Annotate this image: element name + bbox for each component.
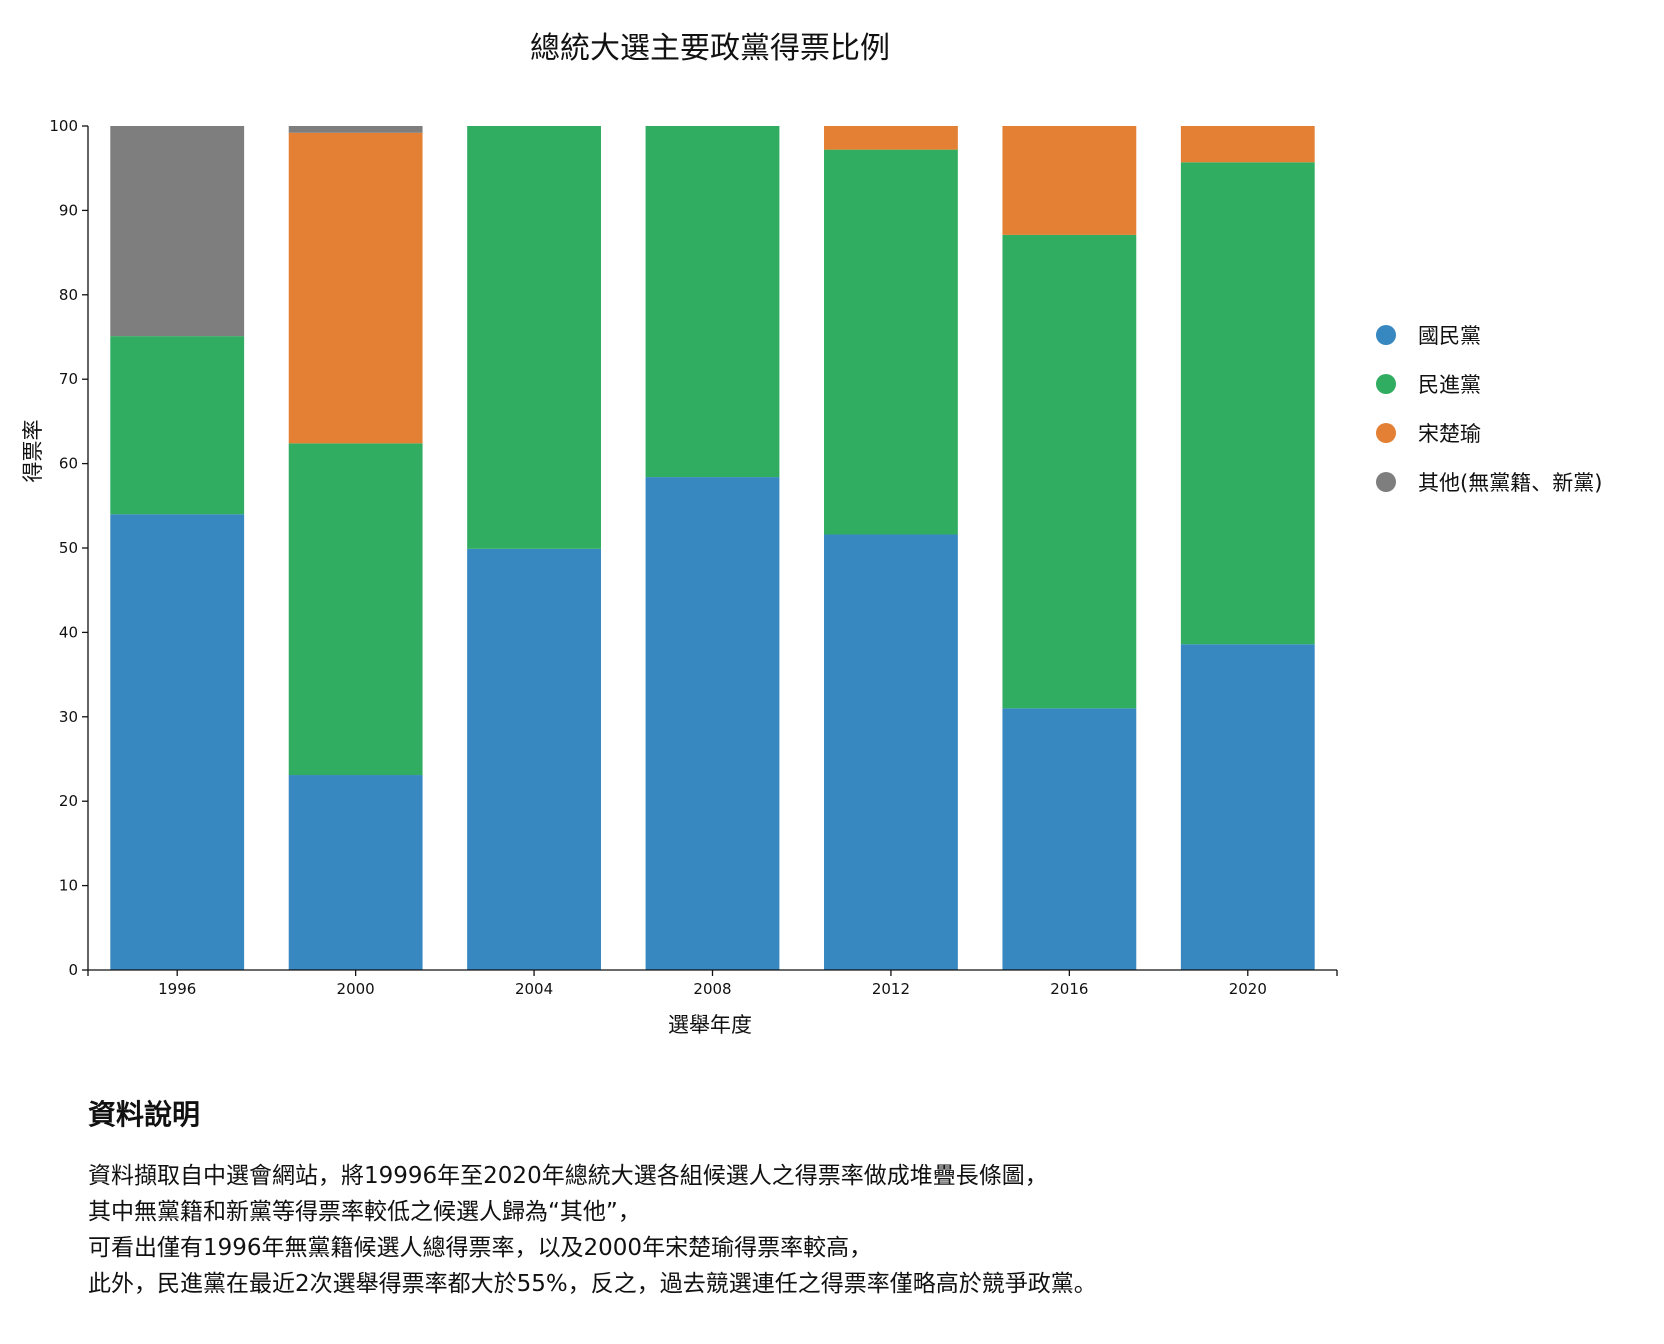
bar-segment-2008-0: [645, 477, 780, 970]
y-tick-label: 80: [59, 286, 78, 304]
x-tick-label: 2000: [337, 980, 375, 998]
bar-segment-2012-2: [824, 126, 958, 150]
data-notes: 資料說明 資料擷取自中選會網站，將19996年至2020年總統大選各組候選人之得…: [88, 1098, 1588, 1302]
bar-segment-2012-0: [824, 534, 958, 970]
stacked-bar-chart: 總統大選主要政黨得票比例 0 10 20 30 40 50 60 70 80 90 100 1996…: [21, 31, 1602, 1037]
bar-segment-2004-1: [467, 126, 601, 549]
bar-segment-2020-1: [1180, 162, 1315, 645]
legend-label: 宋楚瑜: [1418, 422, 1481, 446]
notes-line: 可看出僅有1996年無黨籍候選人總得票率，以及2000年宋楚瑜得票率較高，: [88, 1234, 873, 1261]
legend-label: 國民黨: [1418, 324, 1481, 348]
bar-segment-2016-2: [1002, 126, 1137, 235]
y-tick-label: 60: [59, 455, 78, 473]
bar-segment-2020-2: [1180, 126, 1315, 163]
y-tick-label: 20: [59, 792, 78, 810]
notes-line: 資料擷取自中選會網站，將19996年至2020年總統大選各組候選人之得票率做成堆…: [88, 1162, 1048, 1189]
legend-swatch: [1376, 472, 1396, 492]
x-tick-label: 1996: [158, 980, 196, 998]
bar-segment-2000-3: [288, 126, 423, 133]
notes-heading: 資料說明: [88, 1098, 201, 1131]
y-tick-label: 100: [49, 117, 78, 135]
legend-swatch: [1376, 374, 1396, 394]
bar-segment-1996-0: [110, 514, 245, 970]
x-tick-label: 2016: [1050, 980, 1088, 998]
notes-line: 其中無黨籍和新黨等得票率較低之候選人歸為“其他”，: [88, 1198, 641, 1225]
y-tick-label: 30: [59, 708, 78, 726]
bar-segment-2004-0: [467, 548, 601, 970]
bar-segment-2016-1: [1002, 234, 1137, 709]
y-tick-label: 0: [68, 961, 78, 979]
bar-segment-2000-1: [288, 443, 423, 776]
y-tick-label: 90: [59, 201, 78, 219]
y-axis-title: 得票率: [21, 420, 45, 483]
x-tick-label: 2008: [693, 980, 731, 998]
bar-segment-2000-2: [288, 132, 423, 444]
y-axis: 0 10 20 30 40 50 60 70 80 90 100: [49, 117, 89, 979]
legend-label: 其他(無黨籍、新黨): [1418, 471, 1602, 495]
bar-segment-2008-1: [645, 126, 780, 478]
y-tick-label: 70: [59, 370, 78, 388]
legend-swatch: [1376, 423, 1396, 443]
x-tick-label: 2004: [515, 980, 553, 998]
notes-line: 此外，民進黨在最近2次選舉得票率都大於55%，反之，過去競選連任之得票率僅略高於…: [88, 1270, 1097, 1297]
plot-area: [110, 126, 1315, 970]
legend-label: 民進黨: [1418, 373, 1481, 397]
x-axis-title: 選舉年度: [668, 1013, 752, 1037]
chart-title: 總統大選主要政黨得票比例: [530, 31, 890, 66]
bar-segment-2012-1: [824, 149, 958, 535]
bar-segment-2000-0: [288, 775, 423, 970]
y-tick-label: 10: [59, 877, 78, 895]
bar-segment-1996-3: [110, 126, 245, 337]
y-tick-label: 40: [59, 623, 78, 641]
x-axis: 1996 2000 2004 2008 2012 2016 2020: [87, 969, 1338, 998]
bar-segment-2020-0: [1180, 644, 1315, 970]
x-tick-label: 2020: [1229, 980, 1267, 998]
legend-swatch: [1376, 325, 1396, 345]
y-tick-label: 50: [59, 539, 78, 557]
x-tick-label: 2012: [872, 980, 910, 998]
bar-segment-2016-0: [1002, 708, 1137, 970]
bar-segment-1996-1: [110, 336, 245, 515]
